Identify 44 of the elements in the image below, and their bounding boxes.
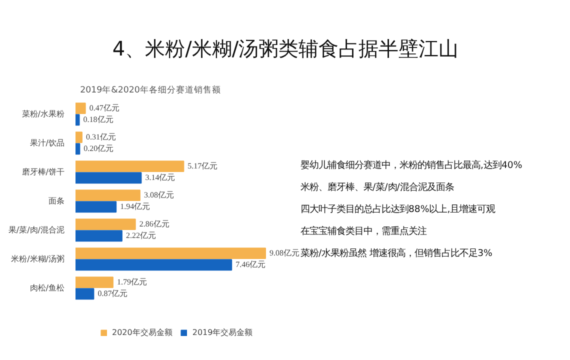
data-label: 7.46亿元 [236, 260, 266, 269]
y-tick-label: 肉松/鱼松 [30, 284, 65, 293]
y-tick-label: 果汁/饮品 [30, 138, 65, 148]
bar [76, 172, 142, 184]
chart-title: 4、米粉/米糊/汤粥类辅食占据半壁江山 [112, 36, 459, 60]
bar [76, 201, 117, 213]
bar [76, 102, 86, 114]
data-label: 5.17亿元 [188, 161, 218, 170]
bar [76, 160, 184, 172]
bar [76, 276, 114, 288]
data-label: 1.94亿元 [120, 202, 150, 211]
bar [76, 218, 136, 230]
bar [76, 190, 140, 202]
data-label: 2.86亿元 [139, 219, 170, 228]
data-label: 0.87亿元 [98, 288, 128, 298]
data-label: 3.14亿元 [145, 172, 176, 182]
text: 菜粉/水果粉虽然 增速很高，但销售占比不足3% [300, 248, 493, 259]
chart-subtitle: 2019年&2020年各细分赛道销售额 [80, 84, 221, 96]
bar [76, 248, 266, 260]
y-tick-label: 面条 [48, 196, 64, 206]
data-label: 0.20亿元 [84, 144, 114, 153]
bar [76, 143, 80, 155]
y-tick-label: 果/菜/肉/混合泥 [8, 226, 65, 235]
text: 四大叶子类目的总占比达到88%以上,且增速可观 [300, 204, 496, 215]
bar [76, 132, 82, 144]
text: 米粉、磨牙棒、果/菜/肉/混合泥及面条 [300, 182, 454, 193]
legend-label: 2019年交易金额 [192, 327, 253, 338]
bar [76, 230, 122, 242]
data-label: 1.79亿元 [116, 277, 147, 286]
y-tick-label: 菜粉/水果粉 [22, 110, 65, 119]
data-label: 0.31亿元 [86, 132, 116, 142]
data-label: 0.18亿元 [83, 114, 114, 124]
data-label: 0.47亿元 [89, 103, 120, 112]
text: 在宝宝辅食类目中，需重点关注 [300, 226, 426, 237]
text: 婴幼儿辅食细分赛道中，米粉的销售占比最高,达到40% [300, 160, 522, 171]
data-label: 3.08亿元 [144, 190, 174, 200]
data-label: 2.22亿元 [126, 230, 156, 240]
y-tick-label: 米粉/米糊/汤粥 [11, 254, 64, 264]
legend-label: 2020年交易金额 [112, 327, 172, 338]
bar [76, 288, 94, 300]
bar [76, 114, 80, 126]
bar [76, 259, 232, 271]
y-tick-label: 磨牙棒/饼干 [22, 168, 65, 177]
data-label: 9.08亿元 [270, 248, 300, 258]
